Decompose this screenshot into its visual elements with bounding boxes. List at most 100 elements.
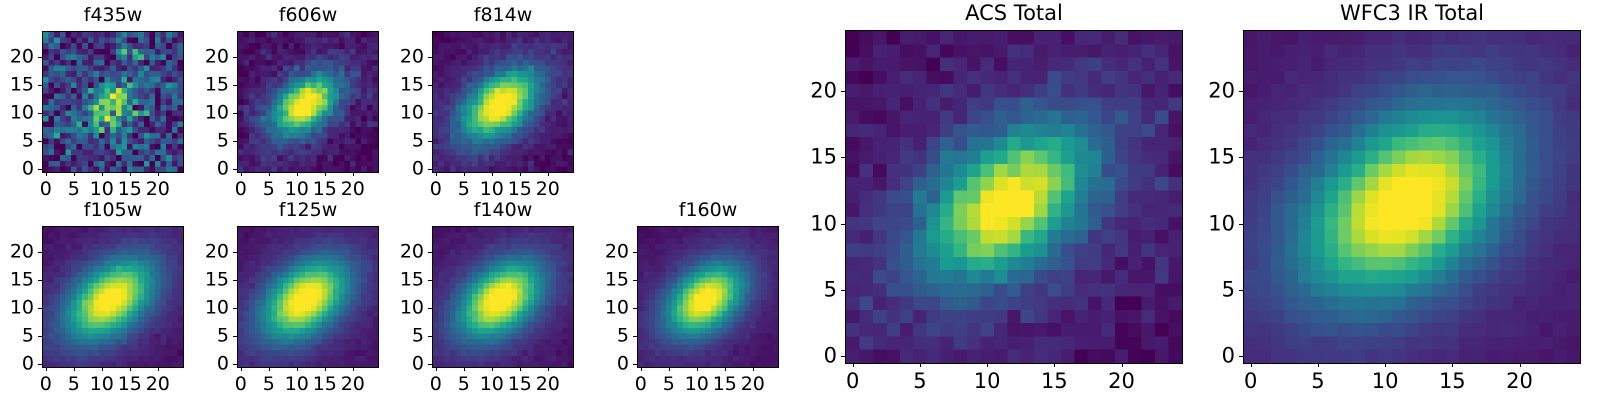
x-tick-mark [1054,363,1056,367]
x-tick-label: 20 [340,178,365,200]
y-tick-label: 10 [810,211,837,236]
y-tick-mark [841,356,845,358]
x-tick-label: 10 [284,178,309,200]
y-tick-mark [38,252,42,254]
y-tick-label: 0 [823,343,837,368]
y-tick-label: 20 [204,240,229,263]
x-tick-mark [463,367,465,371]
x-tick-mark [157,172,159,176]
x-tick-mark [1250,363,1252,367]
y-tick-label: 5 [823,277,837,302]
y-tick-label: 10 [9,296,34,319]
panel-f140w: f140w 0 5 10 15 20 0 5 10 15 20 [400,201,574,394]
y-tick-mark [841,157,845,159]
x-tick-mark [852,363,854,367]
y-tick-mark [1239,356,1243,358]
x-tick-mark [101,367,103,371]
y-tick-mark [233,336,237,338]
y-tick-mark [38,169,42,171]
x-tick-label: 0 [39,373,52,395]
x-tick-label: 0 [846,369,860,393]
axes-area [42,31,184,173]
x-tick-label: 10 [684,373,709,395]
y-tick-mark [38,336,42,338]
heatmap-image [433,32,573,172]
panel-title: WFC3 IR Total [1339,1,1485,25]
heatmap-image [238,227,378,367]
x-tick-mark [268,172,270,176]
x-tick-mark [45,367,47,371]
y-tick-mark [233,141,237,143]
x-tick-label: 15 [117,178,142,200]
axes-area [42,226,184,368]
panel-f160w: f160w 0 5 10 15 20 0 5 10 15 20 [605,201,779,394]
x-tick-label: 20 [1506,369,1533,393]
x-tick-mark [547,367,549,371]
x-tick-mark [1317,363,1319,367]
y-tick-label: 10 [9,101,34,124]
x-tick-label: 15 [1438,369,1466,393]
x-tick-label: 15 [507,373,532,395]
y-tick-mark [428,113,432,115]
heatmap-image [43,227,183,367]
x-tick-label: 15 [507,178,532,200]
y-tick-mark [633,280,637,282]
x-tick-label: 20 [535,178,560,200]
heatmap-image [433,227,573,367]
axes-area [1243,30,1581,364]
y-tick-label: 20 [9,45,34,68]
x-tick-mark [724,367,726,371]
y-tick-mark [841,289,845,291]
y-tick-mark [428,169,432,171]
y-tick-label: 5 [216,324,229,347]
x-tick-mark [1121,363,1123,367]
axes-area [237,226,379,368]
x-tick-label: 5 [262,178,275,200]
x-tick-label: 0 [1244,369,1258,393]
x-tick-label: 10 [89,178,114,200]
x-tick-label: 0 [39,178,52,200]
y-tick-mark [233,169,237,171]
x-tick-mark [435,367,437,371]
y-tick-label: 15 [9,268,34,291]
y-tick-mark [428,280,432,282]
axes-area [237,31,379,173]
y-tick-label: 10 [204,101,229,124]
x-tick-label: 20 [145,373,170,395]
y-tick-mark [233,280,237,282]
panel-title: f140w [473,199,533,221]
y-tick-label: 5 [1221,277,1235,302]
y-tick-label: 10 [204,296,229,319]
x-tick-mark [919,363,921,367]
y-tick-mark [841,90,845,92]
axes-area [432,226,574,368]
x-tick-mark [668,367,670,371]
x-tick-mark [491,172,493,176]
x-tick-mark [640,367,642,371]
x-tick-mark [463,172,465,176]
x-tick-mark [752,367,754,371]
x-tick-label: 5 [67,373,80,395]
y-tick-label: 5 [616,324,629,347]
y-tick-mark [38,280,42,282]
y-tick-mark [1239,223,1243,225]
y-tick-label: 20 [604,240,629,263]
y-tick-mark [1239,157,1243,159]
x-tick-label: 15 [312,178,337,200]
x-tick-label: 5 [662,373,675,395]
y-tick-mark [233,113,237,115]
panel-acs-total: ACS Total 0 5 10 15 20 0 5 10 15 20 [810,3,1183,392]
panel-f105w: f105w 0 5 10 15 20 0 5 10 15 20 [10,201,184,394]
y-tick-label: 15 [399,73,424,96]
y-tick-mark [428,141,432,143]
y-tick-mark [38,308,42,310]
x-tick-mark [73,172,75,176]
y-tick-label: 15 [9,73,34,96]
y-tick-mark [428,308,432,310]
x-tick-label: 5 [262,373,275,395]
x-tick-label: 20 [1108,369,1135,393]
y-tick-mark [1239,90,1243,92]
y-tick-mark [233,308,237,310]
y-tick-label: 0 [411,352,424,375]
x-tick-label: 0 [234,373,247,395]
